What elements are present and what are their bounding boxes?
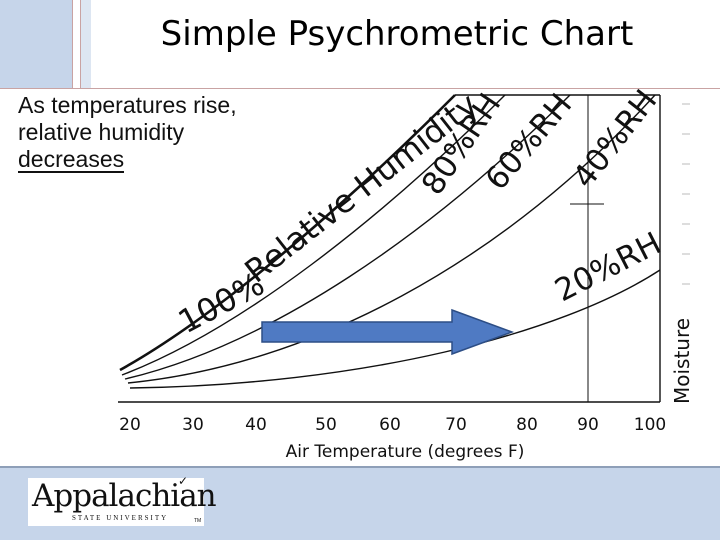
title-divider (0, 88, 720, 89)
logo-subtitle: STATE UNIVERSITY (72, 514, 169, 522)
x-tick-50: 50 (315, 415, 337, 435)
x-tick-90: 90 (577, 415, 599, 435)
caption-line-3: decreases (18, 146, 125, 173)
moisture-scale-ticks (682, 103, 690, 285)
rh80-curve (121, 94, 506, 376)
x-tick-40: 40 (245, 415, 267, 435)
rh20-label: 20%RH (549, 225, 667, 309)
caption-line-1: As temperatures rise, (18, 92, 237, 118)
title-accent-stripe (72, 0, 81, 88)
x-tick-30: 30 (182, 415, 204, 435)
caption-line-2: relative humidity (18, 119, 185, 145)
title-accent-block-light (81, 0, 91, 88)
y-axis-label: Moisture (670, 318, 694, 404)
rh40-curve (127, 94, 656, 384)
logo-trademark: TM (194, 518, 202, 524)
x-tick-80: 80 (516, 415, 538, 435)
x-axis-ticks: 20 30 40 50 60 70 80 90 100 (119, 415, 666, 435)
logo-wordmark: Appalachian (32, 478, 217, 514)
caption: As temperatures rise, relative humidity … (18, 92, 298, 173)
x-tick-60: 60 (379, 415, 401, 435)
x-tick-70: 70 (445, 415, 467, 435)
university-logo: Appalachian ✓ STATE UNIVERSITY TM (28, 474, 217, 526)
psychrometric-chart: 100% Relative Humidity 80%RH 60%RH 40%RH… (118, 83, 694, 462)
slide-title: Simple Psychrometric Chart (160, 14, 634, 54)
logo-bird-icon: ✓ (178, 474, 189, 488)
rh100-curve (119, 94, 456, 372)
x-tick-20: 20 (119, 415, 141, 435)
rh20-curve (129, 269, 661, 389)
rh60-curve (124, 94, 571, 380)
title-accent-block (0, 0, 72, 88)
x-tick-100: 100 (634, 415, 666, 435)
temperature-arrow (261, 308, 515, 356)
rh40-label: 40%RH (566, 83, 664, 195)
x-axis-label: Air Temperature (degrees F) (286, 442, 525, 462)
